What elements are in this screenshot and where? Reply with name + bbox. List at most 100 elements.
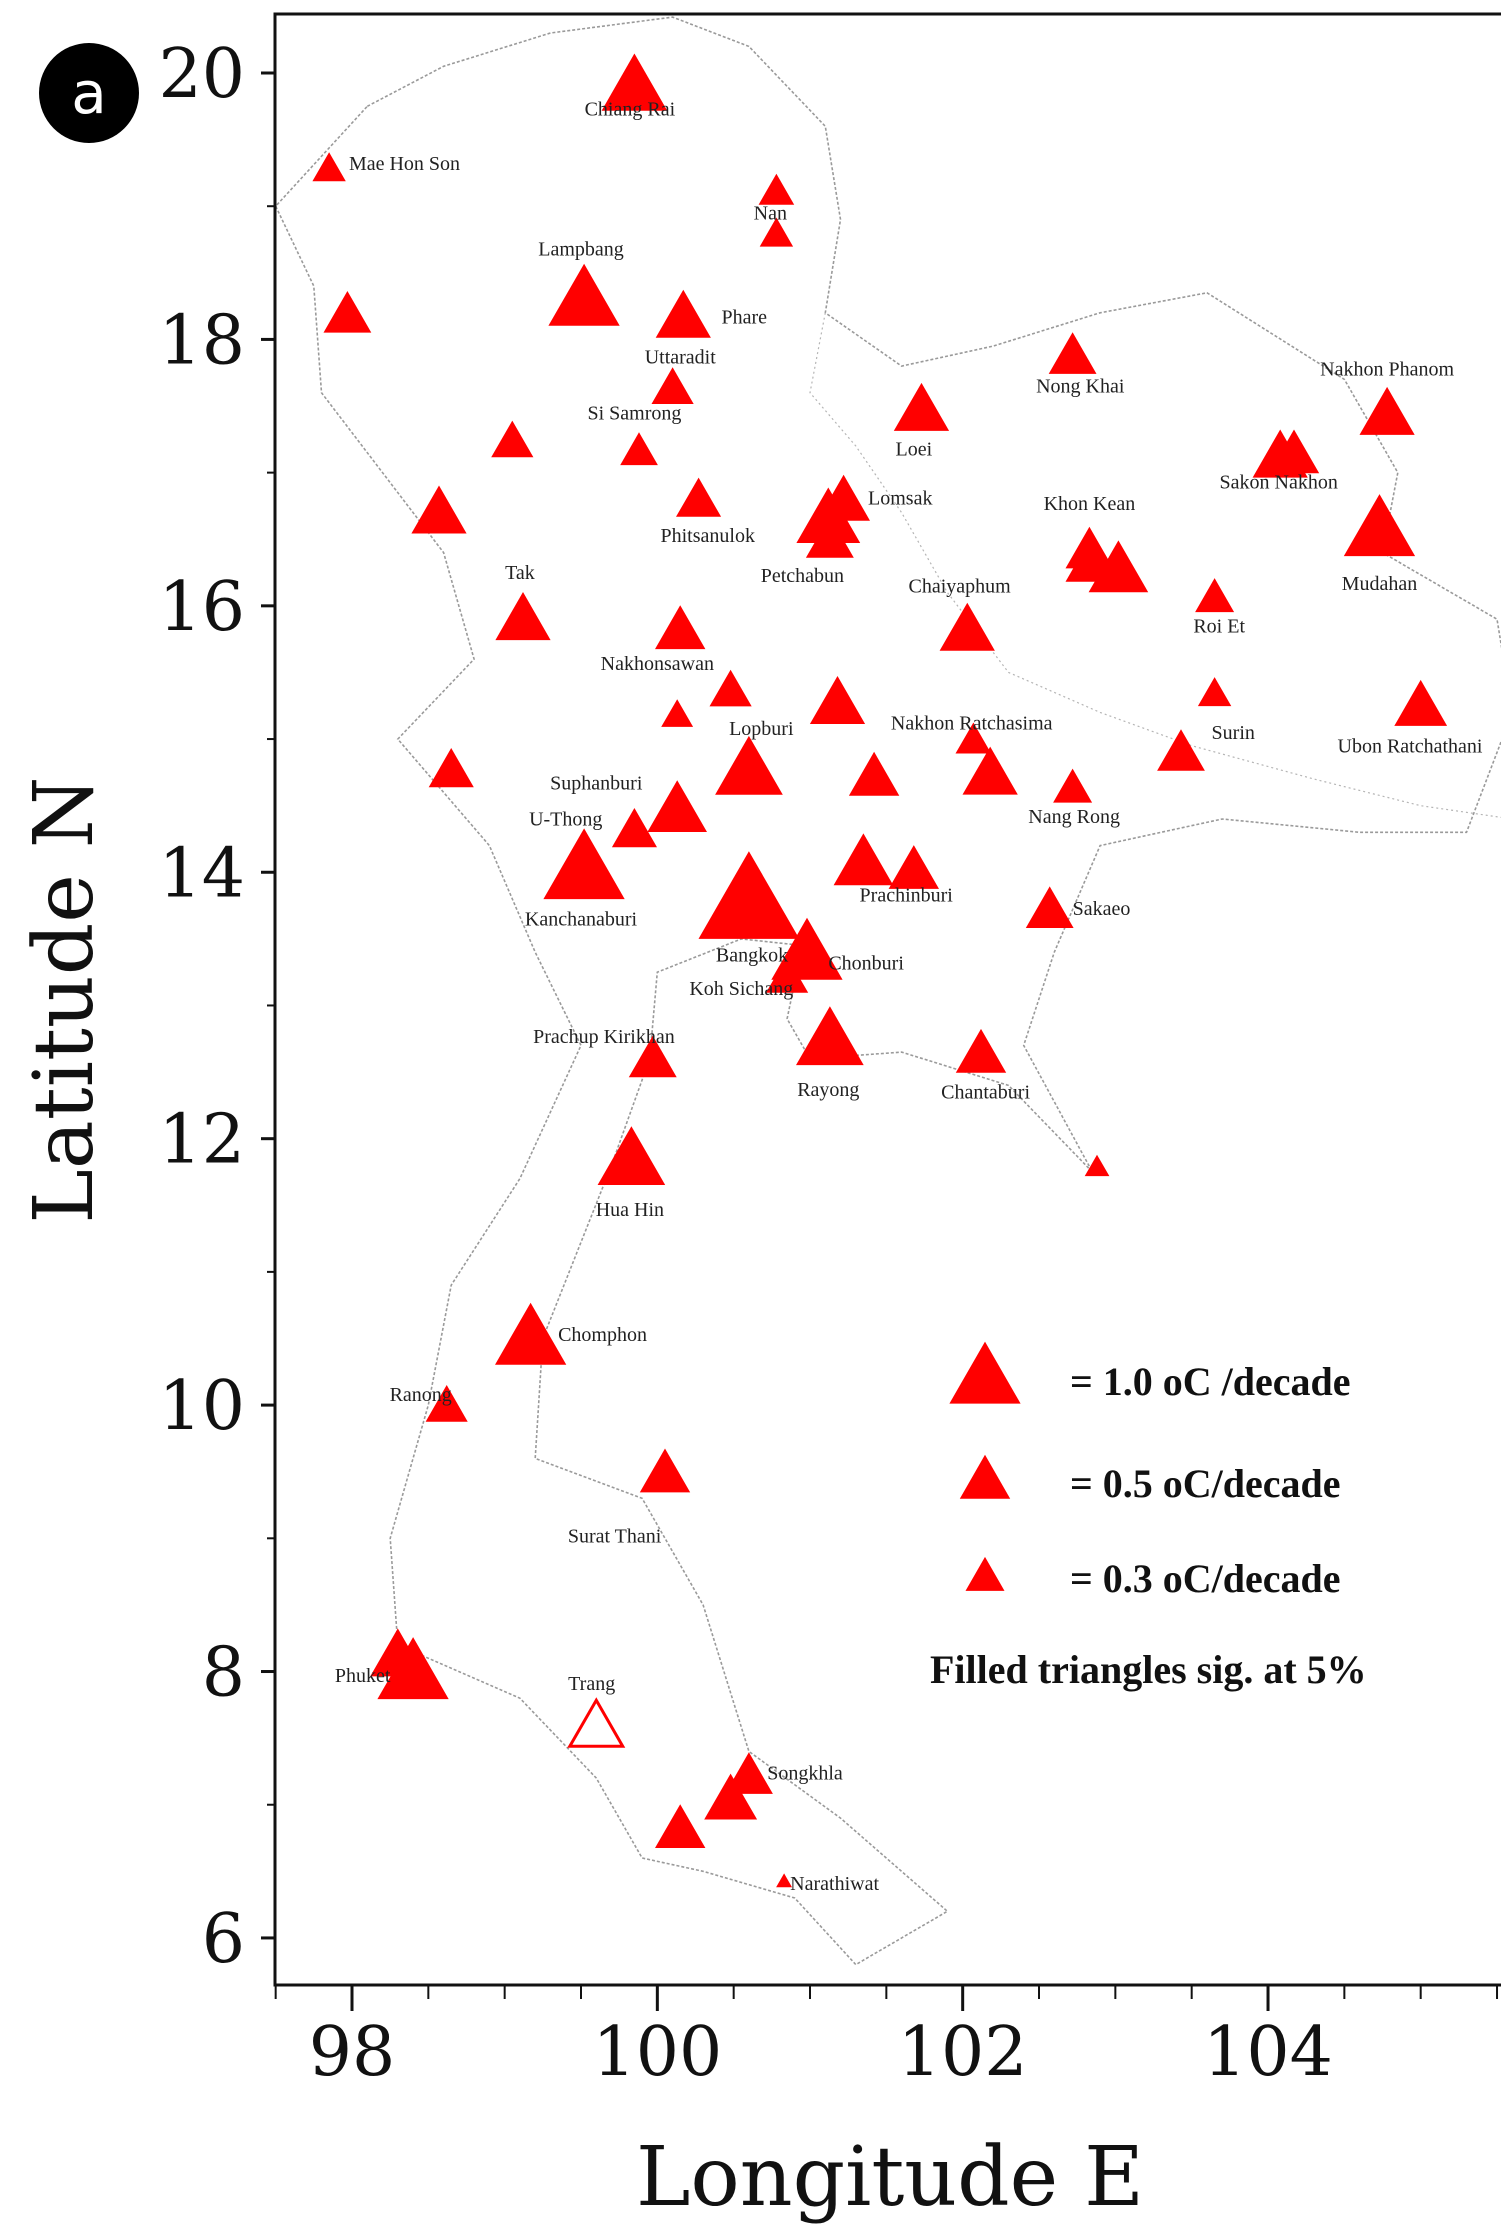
station-marker xyxy=(1394,679,1448,726)
station-marker xyxy=(1268,429,1320,474)
legend-marker xyxy=(959,1454,1011,1499)
station-marker xyxy=(766,956,809,993)
station-label: U-Thong xyxy=(529,809,602,831)
station-label: Tak xyxy=(505,562,535,584)
station-marker xyxy=(543,828,625,900)
station-label: Narathiwat xyxy=(790,1873,879,1895)
panel-label: a xyxy=(71,59,107,127)
station-label: Petchabun xyxy=(761,565,844,587)
station-label: Songkhla xyxy=(767,1762,843,1784)
legend: = 1.0 oC /decade = 0.5 oC/decade = 0.3 o… xyxy=(930,1341,1367,1692)
station-marker xyxy=(955,722,992,754)
y-tick-label: 20 xyxy=(158,35,245,114)
station-marker xyxy=(628,1035,677,1078)
station-label: Roi Et xyxy=(1193,615,1245,637)
station-marker xyxy=(725,1752,773,1794)
station-label: Chiang Rai xyxy=(585,99,676,121)
station-marker xyxy=(1084,1154,1110,1177)
station-marker xyxy=(651,367,694,404)
station-marker xyxy=(796,1006,864,1066)
station-marker xyxy=(601,53,668,111)
station-marker xyxy=(1088,540,1149,593)
station-label: Sakon Nakhon xyxy=(1220,472,1338,494)
axis-ticks: 6 8 10 12 14 16 18 20 98 100 102 104 xyxy=(158,35,1499,2092)
station-marker-hollow xyxy=(567,1697,626,1748)
station-marker xyxy=(495,592,551,641)
station-label: Nakhon Ratchasima xyxy=(891,713,1053,735)
coastline-path xyxy=(274,16,1501,1966)
station-label: Nan xyxy=(754,203,787,225)
station-label: Lomsak xyxy=(868,488,932,510)
station-label: Mudahan xyxy=(1342,573,1418,595)
y-tick-label: 12 xyxy=(158,1101,245,1180)
legend-markers xyxy=(949,1341,1021,1591)
station-marker xyxy=(1025,886,1074,928)
station-label: Chonburi xyxy=(828,953,904,975)
station-label: Prachup Kirikhan xyxy=(533,1026,675,1048)
legend-entry-2: = 0.5 oC/decade xyxy=(1070,1461,1341,1506)
y-tick-label: 10 xyxy=(158,1367,245,1446)
station-label: Rayong xyxy=(797,1079,859,1101)
station-label: Mae Hon Son xyxy=(349,153,460,175)
station-marker xyxy=(809,676,866,724)
station-label: Lopburi xyxy=(729,718,794,740)
station-marker xyxy=(428,748,474,788)
legend-entry-1: = 1.0 oC /decade xyxy=(1070,1359,1351,1404)
x-tick-label: 104 xyxy=(1203,2013,1333,2092)
station-marker xyxy=(833,833,894,886)
legend-marker xyxy=(965,1556,1005,1591)
station-marker xyxy=(491,420,534,458)
station-marker xyxy=(962,746,1018,795)
station-marker xyxy=(893,382,950,431)
station-label: Surat Thani xyxy=(568,1525,662,1547)
station-marker xyxy=(411,485,467,534)
station-marker xyxy=(1359,386,1415,435)
station-marker xyxy=(676,477,722,517)
y-tick-label: 8 xyxy=(202,1634,245,1713)
station-marker xyxy=(1195,578,1235,613)
station-label: Trang xyxy=(568,1673,615,1695)
legend-entry-3: = 0.3 oC/decade xyxy=(1070,1556,1341,1601)
station-marker xyxy=(848,751,900,796)
station-marker xyxy=(1197,677,1232,707)
station-label: Prachinburi xyxy=(860,885,954,907)
station-marker xyxy=(597,1126,666,1185)
station-label: Chaiyaphum xyxy=(909,576,1012,598)
station-marker xyxy=(611,808,657,848)
station-label: Ubon Ratchathani xyxy=(1338,735,1483,757)
station-label: Surin xyxy=(1212,722,1255,744)
region-boundary-path xyxy=(809,312,1501,818)
station-marker xyxy=(758,173,795,205)
station-marker xyxy=(312,152,346,182)
station-label: Chantaburi xyxy=(941,1082,1030,1104)
station-label: Uttaradit xyxy=(645,346,717,368)
y-axis-title: Latitude N xyxy=(17,776,112,1223)
station-label: Kanchanaburi xyxy=(525,909,638,931)
y-tick-label: 14 xyxy=(158,834,245,913)
legend-note: Filled triangles sig. at 5% xyxy=(930,1647,1367,1692)
station-marker xyxy=(939,602,995,651)
station-label: Phare xyxy=(721,306,767,328)
station-labels: Chiang Rai Mae Hon Son Nan Lampbang PhareUtt… xyxy=(335,99,1483,1895)
station-label: Phitsanulok xyxy=(660,525,754,547)
station-label: Nakhon Phanom xyxy=(1320,358,1454,380)
station-label: Nakhonsawan xyxy=(601,653,714,675)
panel-badge: a xyxy=(39,43,139,143)
station-marker xyxy=(655,1804,706,1848)
station-marker xyxy=(955,1028,1007,1073)
station-marker xyxy=(1157,729,1205,771)
station-marker xyxy=(377,1637,449,1700)
legend-marker xyxy=(949,1341,1021,1404)
x-tick-label: 100 xyxy=(592,2013,722,2092)
x-tick-label: 102 xyxy=(898,2013,1028,2092)
station-marker xyxy=(776,1873,792,1888)
station-label: Chomphon xyxy=(558,1324,647,1346)
station-label: Si Samrong xyxy=(587,402,681,424)
station-label: Phuket xyxy=(335,1665,391,1687)
plot-border xyxy=(273,12,1501,1987)
station-marker xyxy=(888,845,939,889)
station-marker xyxy=(759,217,794,247)
station-marker xyxy=(1343,494,1416,557)
panel-circle xyxy=(39,43,139,143)
